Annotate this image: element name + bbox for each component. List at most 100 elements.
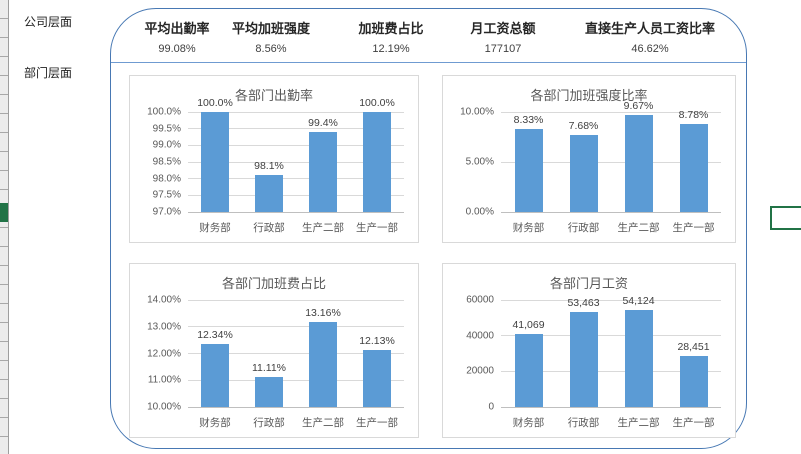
kpi-value: 99.08% <box>158 43 196 55</box>
bar-data-label: 9.67% <box>623 100 654 113</box>
chart-attendance-rate[interactable]: 各部门出勤率 100.0% 99.5% 99.0% 98.5% 98.0% 97.5% 97.… <box>129 75 419 243</box>
bar-slot: 53,463 <box>556 296 611 407</box>
y-axis-tick-label: 40000 <box>466 330 494 342</box>
y-axis-tick-label: 99.5% <box>152 123 181 135</box>
label-department-level: 部门层面 <box>24 66 73 80</box>
x-axis-category-label: 生产二部 <box>302 222 344 234</box>
kpi-title: 加班费占比 <box>358 21 424 36</box>
bar-data-label: 12.34% <box>197 329 233 342</box>
bar-slot: 11.11% <box>242 300 296 407</box>
bar[interactable] <box>255 377 283 407</box>
y-axis-tick-label: 97.5% <box>152 189 181 201</box>
x-axis-category-label: 生产一部 <box>356 222 398 234</box>
bar[interactable] <box>201 344 229 407</box>
y-axis-tick-label: 12.00% <box>147 348 181 359</box>
bar[interactable] <box>569 135 598 212</box>
bar-slot: 100.0% <box>188 97 242 212</box>
bar-slot: 100.0% <box>350 97 404 212</box>
bar[interactable] <box>569 311 598 407</box>
kpi-item-2: 加班费占比 12.19% <box>321 9 461 55</box>
gridline <box>188 299 404 301</box>
x-axis-category-label: 生产二部 <box>617 222 660 234</box>
kpi-item-3: 月工资总额 177107 <box>433 9 573 55</box>
bar[interactable] <box>679 124 708 212</box>
gridline <box>501 335 721 337</box>
x-axis-category-label: 生产一部 <box>356 417 398 429</box>
y-axis-tick-label: 11.00% <box>147 374 181 386</box>
bar[interactable] <box>363 350 391 407</box>
gridline <box>188 111 404 113</box>
gridline <box>188 353 404 354</box>
bar-slot: 8.78% <box>666 109 721 212</box>
bar-data-label: 41,069 <box>512 318 545 331</box>
chart-overtime-intensity[interactable]: 各部门加班强度比率 10.00% 5.00% 0.00% 8.33% 财务部 7.68% 行政… <box>442 75 736 243</box>
kpi-item-1: 平均加班强度 8.56% <box>201 9 341 55</box>
x-axis-category-label: 财务部 <box>512 417 545 429</box>
plot-area: 60000 40000 20000 0 41,069 财务部 53,463 行政部 54,124… <box>466 295 721 429</box>
bar[interactable] <box>679 356 708 407</box>
y-axis-tick-label: 14.00% <box>147 294 181 306</box>
plot-area: 14.00% 13.00% 12.00% 11.00% 10.00% 12.34% 财务部 1… <box>147 295 404 429</box>
gridline <box>501 370 721 372</box>
gridline <box>188 194 404 196</box>
bar[interactable] <box>201 112 229 212</box>
kpi-title: 平均出勤率 <box>144 21 210 36</box>
bar-slot: 8.33% <box>501 112 556 212</box>
bar[interactable] <box>514 333 543 407</box>
gridline <box>188 128 404 130</box>
label-company-level: 公司层面 <box>24 15 73 29</box>
bar-data-label: 100.0% <box>359 97 395 109</box>
selected-row-indicator <box>0 203 8 222</box>
bar[interactable] <box>363 112 391 212</box>
x-axis-category-label: 生产二部 <box>302 417 344 429</box>
chart-monthly-salary[interactable]: 各部门月工资 60000 40000 20000 0 41,069 财务部 53,463 行政部… <box>442 263 736 438</box>
bar[interactable] <box>514 128 543 212</box>
bar-data-label: 53,463 <box>567 296 600 309</box>
y-axis-tick-label: 60000 <box>466 294 494 306</box>
chart-title: 各部门加班费占比 <box>221 276 326 291</box>
bar[interactable] <box>255 175 283 212</box>
bar-slot: 99.4% <box>296 112 350 212</box>
kpi-value: 177107 <box>484 43 522 55</box>
bar-data-label: 12.13% <box>359 335 395 348</box>
bar-data-label: 11.11% <box>251 362 287 375</box>
chart-title: 各部门出勤率 <box>234 88 313 103</box>
bar-data-label: 8.33% <box>513 113 544 126</box>
bar-data-label: 28,451 <box>677 341 710 354</box>
y-axis-tick-label: 0.00% <box>465 206 494 218</box>
kpi-value: 12.19% <box>372 43 410 55</box>
x-axis-category-label: 生产二部 <box>617 417 660 429</box>
gridline <box>188 211 404 213</box>
kpi-row: 平均出勤率 99.08% 平均加班强度 8.56% 加班费占比 12.19% 月工资总额 17… <box>111 9 746 62</box>
chart-title: 各部门加班强度比率 <box>530 88 648 103</box>
kpi-title: 直接生产人员工资比率 <box>584 21 715 36</box>
bar-slot: 9.67% <box>611 100 666 212</box>
bar-slot: 28,451 <box>666 300 721 407</box>
kpi-divider <box>111 62 746 63</box>
chart-overtime-pay-ratio[interactable]: 各部门加班费占比 14.00% 13.00% 12.00% 11.00% 10.00% 12… <box>129 263 419 438</box>
selected-cell-outline[interactable] <box>770 206 801 230</box>
kpi-value: 8.56% <box>255 43 287 55</box>
y-axis-tick-label: 13.00% <box>147 321 181 333</box>
bar[interactable] <box>624 310 653 407</box>
y-axis-tick-label: 20000 <box>466 365 494 377</box>
gridline <box>188 161 404 163</box>
bar[interactable] <box>309 322 337 407</box>
bar[interactable] <box>309 132 337 212</box>
y-axis-tick-label: 0 <box>488 401 494 413</box>
x-axis-category-label: 生产一部 <box>672 222 715 234</box>
bar[interactable] <box>624 115 653 212</box>
x-axis-category-label: 财务部 <box>199 417 231 429</box>
kpi-item-0: 平均出勤率 99.08% <box>117 9 237 55</box>
bar-slot: 12.34% <box>188 300 242 407</box>
x-axis-category-label: 财务部 <box>512 222 545 234</box>
y-axis-tick-label: 99.0% <box>152 139 181 151</box>
row-header-strip[interactable] <box>0 0 9 454</box>
x-axis-category-label: 行政部 <box>253 417 285 429</box>
bar-data-label: 99.4% <box>308 117 338 129</box>
y-axis-tick-label: 98.0% <box>152 173 181 185</box>
bar-slot: 7.68% <box>556 112 611 212</box>
bar-data-label: 8.78% <box>678 109 709 122</box>
x-axis-category-label: 行政部 <box>567 417 600 429</box>
x-axis-category-label: 财务部 <box>199 222 231 234</box>
